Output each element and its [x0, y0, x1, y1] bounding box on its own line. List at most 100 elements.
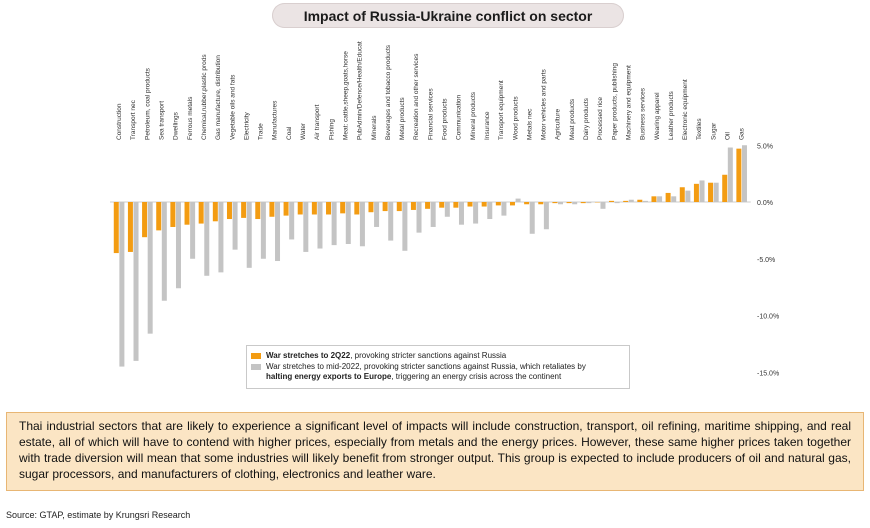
legend-swatch-grey — [251, 364, 261, 370]
bar-series1-33 — [566, 202, 572, 204]
category-label: Ferrous metals — [187, 96, 194, 140]
bar-series2-32 — [558, 202, 564, 205]
bar-series2-12 — [275, 202, 281, 262]
category-label: Construction — [116, 103, 123, 140]
legend-label-1-bold: War stretches to 2Q22 — [266, 351, 351, 360]
legend-item-scenario-1: War stretches to 2Q22, provoking stricte… — [251, 351, 506, 361]
category-label: Processed rice — [597, 97, 604, 140]
category-label: Petroleum, coal products — [144, 67, 151, 140]
legend-label-1: War stretches to 2Q22, provoking stricte… — [266, 351, 506, 361]
bar-series2-42 — [699, 180, 705, 202]
bar-series2-35 — [600, 202, 606, 209]
category-label: Oil — [725, 132, 732, 141]
bar-series2-45 — [741, 145, 747, 202]
bar-series1-39 — [651, 196, 657, 202]
category-label: Gas — [739, 127, 746, 140]
bar-series2-43 — [713, 182, 719, 202]
category-label: Manufactures — [272, 100, 279, 140]
y-tick-label: 0.0% — [757, 200, 773, 207]
bar-series1-36 — [609, 200, 615, 202]
source-text: Source: GTAP, estimate by Krungsri Resea… — [6, 510, 191, 520]
bar-chart: Construction Transport nec Petroleum, coal… — [110, 41, 779, 377]
category-label: Sea transport — [159, 101, 166, 140]
category-label: Mineral products — [470, 91, 477, 140]
bar-series2-5 — [175, 202, 181, 289]
category-label: Recreation and other services — [413, 53, 420, 140]
bar-series2-6 — [190, 202, 196, 259]
y-tick-label: -10.0% — [757, 314, 779, 321]
bar-series1-12 — [269, 202, 275, 217]
category-label: Motor vehicles and parts — [541, 68, 548, 140]
bar-series1-45 — [736, 148, 742, 202]
bar-series1-40 — [665, 192, 671, 202]
bar-series1-28 — [495, 202, 501, 206]
bar-series2-20 — [388, 202, 394, 241]
bar-series1-1 — [113, 202, 119, 254]
category-label: PubAdmin/Defence/Health/Educat — [357, 41, 364, 140]
category-label: Trade — [258, 123, 265, 140]
bar-series1-24 — [439, 202, 445, 208]
category-label: Food products — [442, 98, 449, 140]
bar-series1-27 — [481, 202, 487, 207]
category-label: Textiles — [696, 118, 703, 140]
category-label: Air transport — [314, 104, 321, 140]
bar-series2-31 — [543, 202, 549, 230]
bar-series2-37 — [628, 199, 634, 202]
summary-note: Thai industrial sectors that are likely … — [6, 412, 864, 491]
category-label: Beverages and tobacco products — [385, 44, 392, 140]
category-label: Insurance — [484, 111, 491, 140]
bar-series2-9 — [232, 202, 238, 250]
bar-series2-40 — [671, 196, 677, 202]
bar-series1-23 — [425, 202, 431, 209]
category-label: Minerals — [371, 115, 378, 140]
category-label: Agriculture — [555, 109, 562, 140]
bar-series2-38 — [642, 200, 648, 202]
category-label: Fishing — [328, 119, 335, 140]
bar-series1-2 — [127, 202, 133, 252]
category-label: Electronic equipment — [682, 79, 689, 140]
bar-series2-7 — [204, 202, 210, 276]
y-tick-label: -5.0% — [757, 257, 775, 264]
bar-series1-18 — [354, 202, 360, 215]
bar-series1-42 — [693, 183, 699, 202]
category-label: Meat: cattle,sheep,goats,horse — [342, 51, 349, 140]
legend-label-2: War stretches to mid-2022, provoking str… — [266, 362, 586, 382]
chart-title: Impact of Russia-Ukraine conflict on sec… — [303, 7, 593, 24]
category-label: Coal — [286, 126, 293, 140]
bar-series2-8 — [218, 202, 224, 273]
bar-series1-34 — [580, 202, 586, 204]
bar-series2-18 — [359, 202, 365, 247]
bar-series2-15 — [317, 202, 323, 249]
bar-series2-14 — [303, 202, 309, 252]
category-label: Chemical,rubber,plastic prods — [201, 54, 208, 140]
legend-label-2-rest: , triggering an energy crisis across the… — [391, 372, 562, 381]
category-label: Meat products — [569, 98, 576, 140]
bar-series1-5 — [170, 202, 176, 227]
bar-series2-36 — [614, 202, 620, 204]
legend-label-2-bold: halting energy exports to Europe — [266, 372, 392, 381]
y-tick-label: -15.0% — [757, 370, 779, 377]
bar-series2-1 — [119, 202, 125, 367]
legend-item-scenario-2: War stretches to mid-2022, provoking str… — [251, 362, 586, 382]
category-label: Water — [300, 122, 307, 140]
bar-series2-4 — [161, 202, 167, 301]
category-label: Financial services — [427, 88, 434, 140]
category-label: Wearing apparel — [654, 92, 661, 140]
bar-series2-39 — [657, 196, 663, 202]
bar-series2-33 — [572, 202, 578, 205]
category-label: Vegetable oils and fats — [229, 74, 236, 140]
bar-series2-24 — [444, 202, 450, 217]
category-label: Metals nec — [526, 108, 533, 140]
bar-series2-16 — [331, 202, 337, 246]
chart-title-box: Impact of Russia-Ukraine conflict on sec… — [272, 3, 624, 28]
bar-series1-4 — [156, 202, 162, 231]
bar-series1-16 — [326, 202, 332, 215]
bar-series2-10 — [246, 202, 252, 268]
bar-series2-28 — [501, 202, 507, 216]
bar-series2-19 — [374, 202, 380, 227]
bar-series1-9 — [226, 202, 232, 220]
bar-series1-38 — [637, 199, 643, 202]
bar-series1-17 — [340, 202, 346, 214]
bar-series2-21 — [402, 202, 408, 251]
bar-series2-30 — [529, 202, 535, 234]
